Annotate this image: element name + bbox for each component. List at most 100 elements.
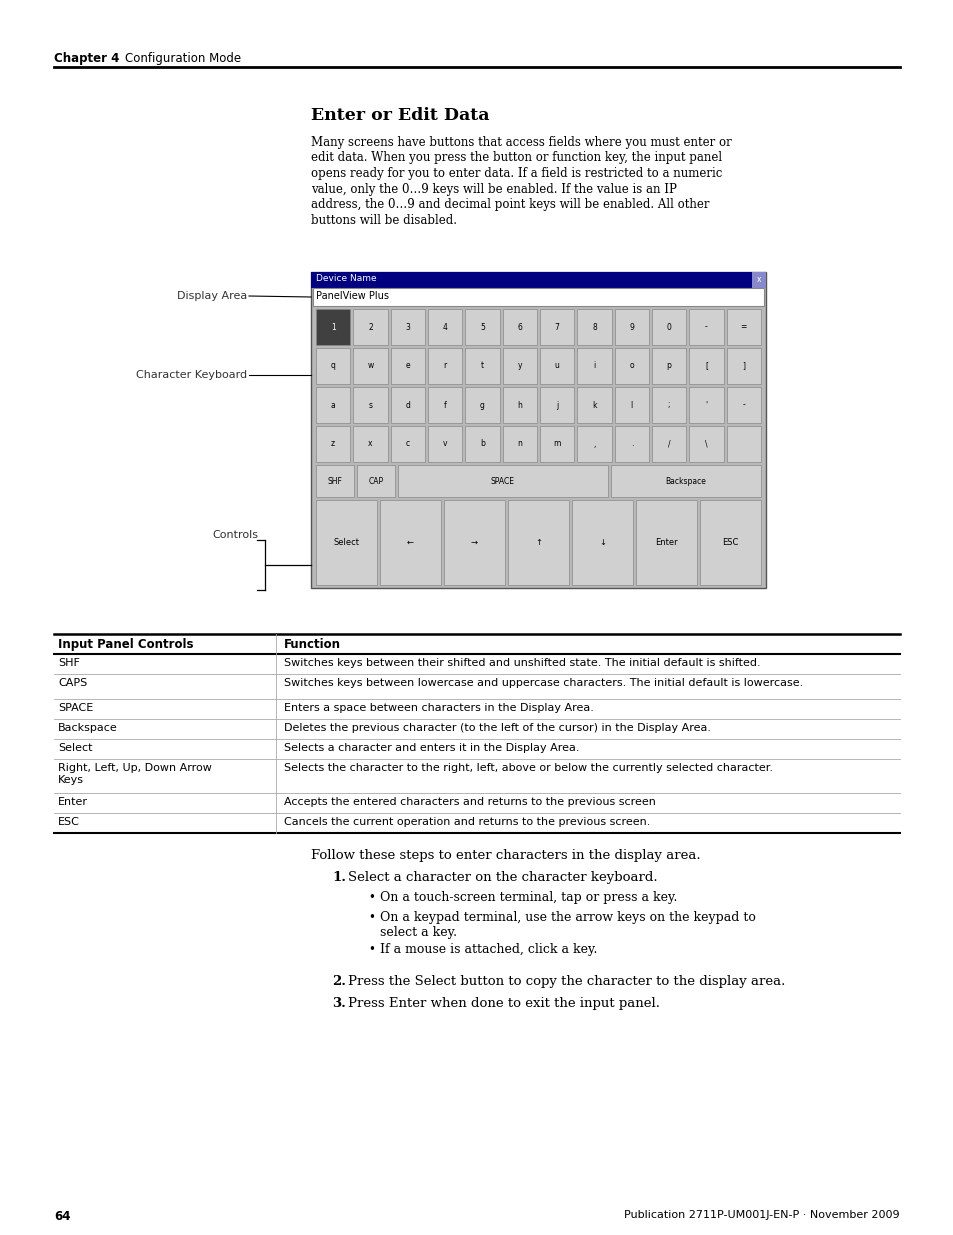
Bar	[700, 500, 760, 585]
Text: ↓: ↓	[598, 538, 605, 547]
Text: 3.: 3.	[332, 997, 346, 1010]
Bar	[572, 500, 633, 585]
Bar	[539, 426, 574, 462]
Text: p: p	[666, 362, 671, 370]
Text: [: [	[704, 362, 707, 370]
Bar	[502, 387, 537, 424]
Text: f: f	[443, 400, 446, 410]
Text: →: →	[471, 538, 477, 547]
Text: Switches keys between their shifted and unshifted state. The initial default is : Switches keys between their shifted and …	[284, 658, 760, 668]
Bar	[353, 348, 387, 384]
Text: CAP: CAP	[368, 477, 383, 485]
Text: s: s	[368, 400, 372, 410]
Text: x: x	[368, 440, 373, 448]
Text: Press Enter when done to exit the input panel.: Press Enter when done to exit the input …	[348, 997, 659, 1010]
Bar	[315, 387, 350, 424]
Text: e: e	[405, 362, 410, 370]
Text: r: r	[443, 362, 446, 370]
Text: Configuration Mode: Configuration Mode	[110, 52, 241, 65]
Text: ESC: ESC	[721, 538, 738, 547]
Text: edit data. When you press the button or function key, the input panel: edit data. When you press the button or …	[311, 152, 721, 164]
Text: Controls: Controls	[212, 530, 257, 540]
Text: b: b	[479, 440, 484, 448]
Bar	[465, 348, 499, 384]
Text: q: q	[331, 362, 335, 370]
Bar	[502, 348, 537, 384]
Text: 9: 9	[629, 322, 634, 331]
Text: buttons will be disabled.: buttons will be disabled.	[311, 214, 456, 226]
Text: 1: 1	[331, 322, 335, 331]
Bar	[428, 309, 462, 345]
Text: CAPS: CAPS	[58, 678, 87, 688]
Bar	[636, 500, 697, 585]
Text: Selects the character to the right, left, above or below the currently selected : Selects the character to the right, left…	[284, 763, 772, 773]
Bar	[465, 309, 499, 345]
Bar	[539, 348, 574, 384]
Text: 64: 64	[54, 1210, 71, 1223]
Bar	[311, 272, 765, 588]
Text: Follow these steps to enter characters in the display area.: Follow these steps to enter characters i…	[311, 848, 700, 862]
Text: Press the Select button to copy the character to the display area.: Press the Select button to copy the char…	[348, 974, 784, 988]
Text: .: .	[630, 440, 633, 448]
Text: Switches keys between lowercase and uppercase characters. The initial default is: Switches keys between lowercase and uppe…	[284, 678, 802, 688]
Text: Select: Select	[58, 743, 92, 753]
Bar	[315, 426, 350, 462]
Bar	[651, 348, 685, 384]
Bar	[539, 309, 574, 345]
Bar	[751, 272, 765, 288]
Text: 2.: 2.	[332, 974, 346, 988]
Text: c: c	[405, 440, 410, 448]
Bar	[315, 309, 350, 345]
Bar	[353, 309, 387, 345]
Bar	[726, 426, 760, 462]
Bar	[356, 466, 395, 496]
Text: ]: ]	[741, 362, 744, 370]
Bar	[428, 387, 462, 424]
Text: ,: ,	[593, 440, 595, 448]
Bar	[391, 348, 424, 384]
Text: Backspace: Backspace	[665, 477, 706, 485]
Text: 1.: 1.	[332, 871, 346, 884]
Bar	[689, 348, 723, 384]
Text: ': '	[704, 400, 707, 410]
Bar	[577, 309, 611, 345]
Text: Select: Select	[334, 538, 359, 547]
Bar	[391, 387, 424, 424]
Bar	[465, 426, 499, 462]
Text: k: k	[592, 400, 597, 410]
Bar	[379, 500, 440, 585]
Text: u: u	[554, 362, 559, 370]
Text: If a mouse is attached, click a key.: If a mouse is attached, click a key.	[379, 944, 597, 956]
Bar	[614, 426, 648, 462]
Text: SHF: SHF	[58, 658, 80, 668]
Text: 8: 8	[592, 322, 597, 331]
Text: On a keypad terminal, use the arrow keys on the keypad to: On a keypad terminal, use the arrow keys…	[379, 911, 755, 924]
Text: Chapter 4: Chapter 4	[54, 52, 119, 65]
Text: h: h	[517, 400, 521, 410]
Bar	[391, 426, 424, 462]
Bar	[726, 387, 760, 424]
Text: value, only the 0…9 keys will be enabled. If the value is an IP: value, only the 0…9 keys will be enabled…	[311, 183, 677, 195]
Text: g: g	[479, 400, 484, 410]
Text: /: /	[667, 440, 670, 448]
Bar	[577, 426, 611, 462]
Text: 2: 2	[368, 322, 373, 331]
Text: w: w	[367, 362, 374, 370]
Text: Publication 2711P-UM001J-EN-P · November 2009: Publication 2711P-UM001J-EN-P · November…	[623, 1210, 899, 1220]
Bar	[577, 348, 611, 384]
Text: Device Name: Device Name	[315, 274, 376, 283]
Text: -: -	[704, 322, 707, 331]
Text: l: l	[630, 400, 632, 410]
Text: Enter or Edit Data: Enter or Edit Data	[311, 107, 489, 124]
Text: \: \	[704, 440, 707, 448]
Text: SHF: SHF	[327, 477, 342, 485]
Bar	[465, 387, 499, 424]
Text: t: t	[480, 362, 483, 370]
Text: Deletes the previous character (to the left of the cursor) in the Display Area.: Deletes the previous character (to the l…	[284, 722, 710, 734]
Text: ←: ←	[407, 538, 414, 547]
Text: -: -	[741, 400, 744, 410]
Text: ESC: ESC	[58, 818, 80, 827]
Bar	[502, 309, 537, 345]
Text: o: o	[629, 362, 634, 370]
Text: 6: 6	[517, 322, 521, 331]
